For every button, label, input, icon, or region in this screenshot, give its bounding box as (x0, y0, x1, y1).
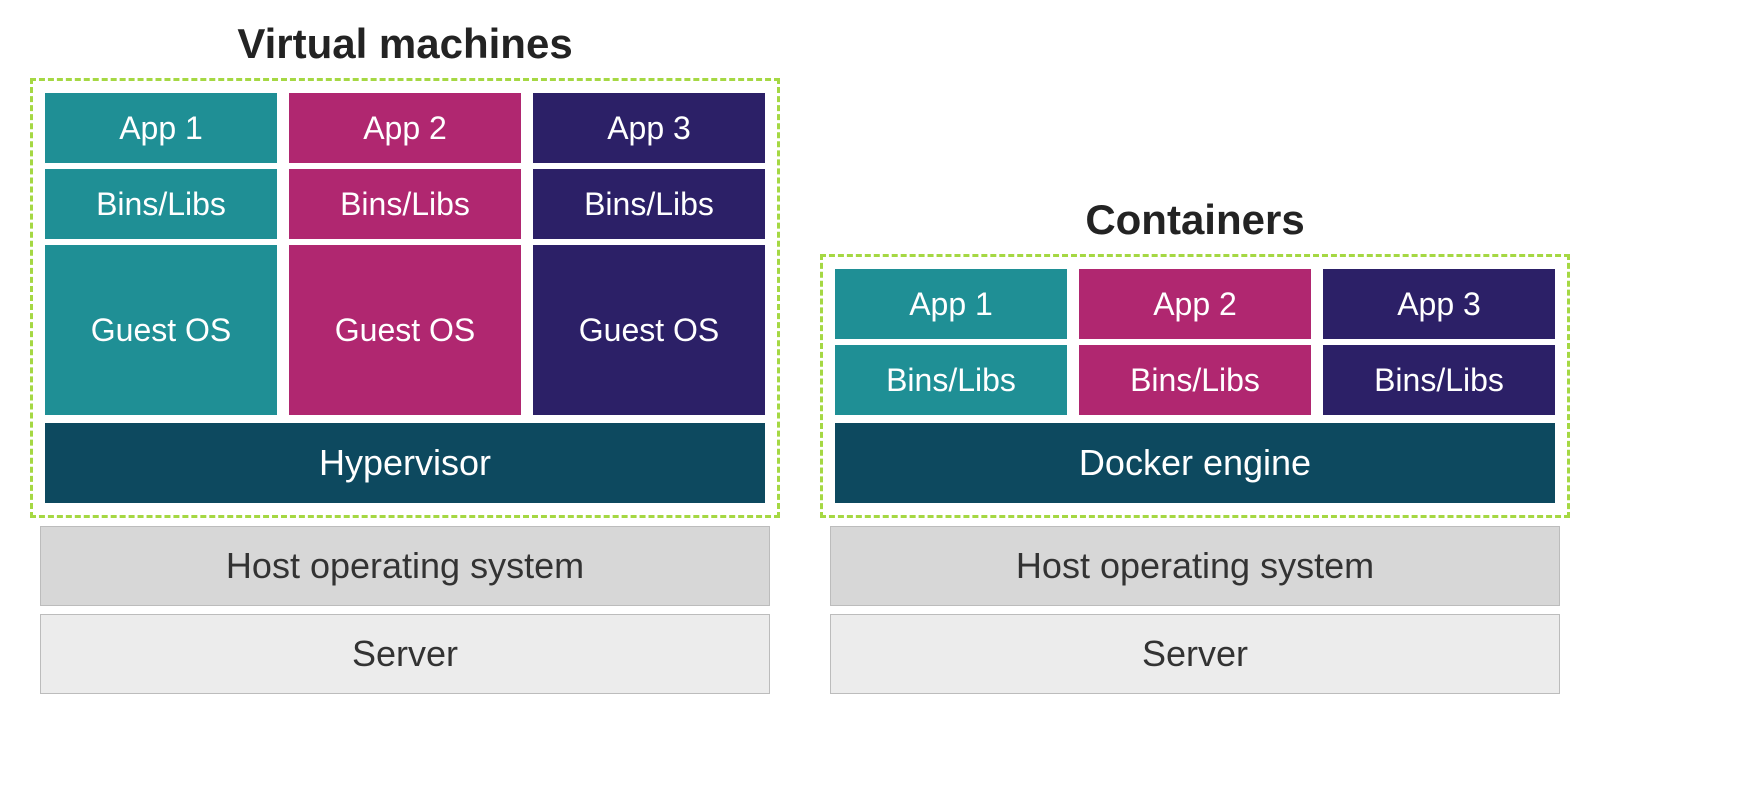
vm-columns-row: App 1 Bins/Libs Guest OS App 2 Bins/Libs… (45, 93, 765, 415)
containers-title: Containers (1085, 196, 1304, 244)
vm-title: Virtual machines (237, 20, 572, 68)
vm-column-3: App 3 Bins/Libs Guest OS (533, 93, 765, 415)
vm-bins-3: Bins/Libs (533, 169, 765, 239)
containers-bins-2: Bins/Libs (1079, 345, 1311, 415)
containers-server: Server (830, 614, 1560, 694)
vm-hypervisor: Hypervisor (45, 423, 765, 503)
containers-bins-1: Bins/Libs (835, 345, 1067, 415)
vm-guest-1: Guest OS (45, 245, 277, 415)
vm-bins-2: Bins/Libs (289, 169, 521, 239)
vm-app-3: App 3 (533, 93, 765, 163)
vm-guest-3: Guest OS (533, 245, 765, 415)
vm-server: Server (40, 614, 770, 694)
vm-app-1: App 1 (45, 93, 277, 163)
vm-dashed-box: App 1 Bins/Libs Guest OS App 2 Bins/Libs… (30, 78, 780, 518)
containers-bins-3: Bins/Libs (1323, 345, 1555, 415)
vm-column-1: App 1 Bins/Libs Guest OS (45, 93, 277, 415)
containers-column-2: App 2 Bins/Libs (1079, 269, 1311, 415)
containers-app-2: App 2 (1079, 269, 1311, 339)
containers-section: Containers App 1 Bins/Libs App 2 Bins/Li… (820, 196, 1570, 694)
vm-guest-2: Guest OS (289, 245, 521, 415)
containers-dashed-box: App 1 Bins/Libs App 2 Bins/Libs App 3 Bi… (820, 254, 1570, 518)
vm-section: Virtual machines App 1 Bins/Libs Guest O… (30, 20, 780, 694)
vm-app-2: App 2 (289, 93, 521, 163)
containers-columns-row: App 1 Bins/Libs App 2 Bins/Libs App 3 Bi… (835, 269, 1555, 415)
containers-column-3: App 3 Bins/Libs (1323, 269, 1555, 415)
vm-column-2: App 2 Bins/Libs Guest OS (289, 93, 521, 415)
containers-host-os: Host operating system (830, 526, 1560, 606)
containers-app-1: App 1 (835, 269, 1067, 339)
vm-bins-1: Bins/Libs (45, 169, 277, 239)
containers-column-1: App 1 Bins/Libs (835, 269, 1067, 415)
docker-engine: Docker engine (835, 423, 1555, 503)
diagram-container: Virtual machines App 1 Bins/Libs Guest O… (0, 0, 1762, 714)
vm-host-os: Host operating system (40, 526, 770, 606)
containers-app-3: App 3 (1323, 269, 1555, 339)
